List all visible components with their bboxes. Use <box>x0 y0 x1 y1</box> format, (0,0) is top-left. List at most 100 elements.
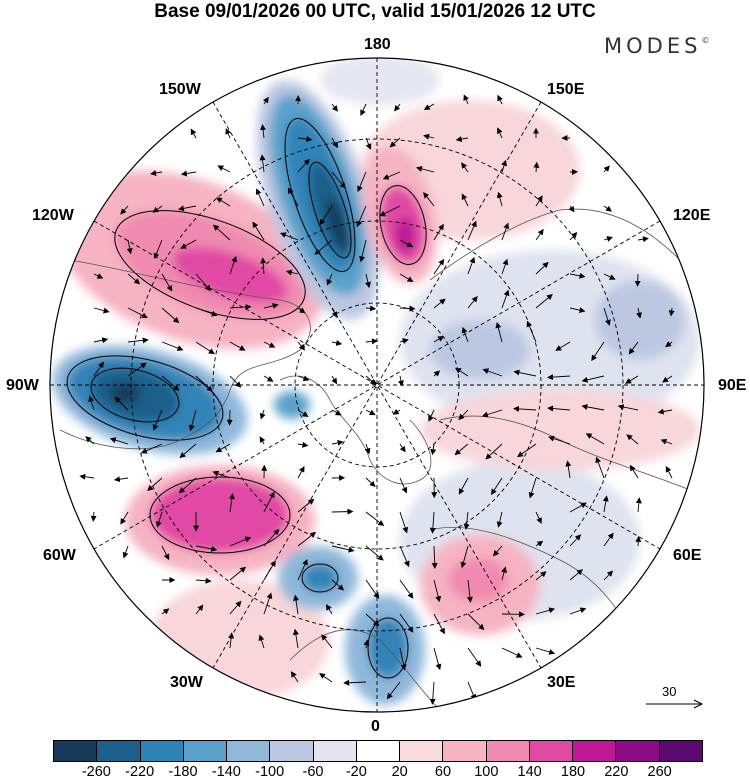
colorbar-swatch <box>313 741 357 761</box>
wind-vector <box>433 223 444 241</box>
wind-vector <box>603 307 611 326</box>
wind-vector <box>467 613 485 631</box>
wind-vector <box>229 536 252 547</box>
wind-vector <box>88 395 95 411</box>
wind-vector <box>297 531 317 547</box>
colorbar-tick-label: 20 <box>391 764 408 780</box>
wind-vector <box>517 443 537 458</box>
wind-vector <box>423 192 435 207</box>
wind-vector <box>461 162 469 173</box>
wind-vector <box>535 607 556 615</box>
wind-vector <box>399 647 407 671</box>
wind-vector <box>423 103 435 111</box>
wind-vector <box>263 560 276 581</box>
wind-vector <box>569 272 586 279</box>
wind-vector <box>152 205 163 213</box>
wind-vector <box>365 273 371 289</box>
colorbar-swatch <box>356 741 401 761</box>
wind-vector <box>297 307 306 314</box>
wind-vector <box>263 302 279 309</box>
wind-vector <box>161 545 170 561</box>
wind-vector <box>433 579 442 603</box>
wind-vector <box>331 307 338 318</box>
wind-vector <box>319 205 333 226</box>
wind-vector <box>660 438 673 445</box>
wind-vector <box>635 497 642 513</box>
wind-vector <box>497 94 503 105</box>
wind-vector <box>461 326 469 343</box>
wind-vector <box>120 511 129 525</box>
wind-vector <box>288 187 299 207</box>
wind-vector <box>399 477 408 494</box>
wind-vector <box>466 579 473 603</box>
wind-vector <box>569 307 586 314</box>
map-title: Base 09/01/2026 00 UTC, valid 15/01/2026… <box>154 1 596 22</box>
wind-vector <box>535 293 553 309</box>
colorbar-swatch <box>227 741 271 761</box>
wind-vector <box>321 634 333 649</box>
lon-label-60w: 60W <box>43 547 76 564</box>
colorbar-swatch <box>486 741 530 761</box>
wind-vector <box>140 443 163 454</box>
wind-vector <box>195 604 204 615</box>
wind-vector <box>126 239 133 255</box>
wind-vector <box>535 195 543 207</box>
wind-vector <box>93 273 104 279</box>
wind-vector <box>263 592 273 615</box>
lon-label-0: 0 <box>371 718 380 735</box>
wind-vector <box>555 341 571 351</box>
wind-vector <box>548 435 571 445</box>
wind-vector <box>188 409 197 432</box>
wind-vector <box>467 681 477 701</box>
wind-vector <box>229 304 252 311</box>
wind-vector <box>665 466 673 479</box>
wind-vector <box>463 94 469 105</box>
wind-vector <box>429 681 436 705</box>
colorbar <box>53 740 703 762</box>
wind-vector <box>467 220 477 241</box>
wind-vector <box>569 569 583 581</box>
wind-vector <box>360 103 367 117</box>
wind-vector <box>365 409 376 416</box>
wind-vector <box>628 341 639 355</box>
wind-vector <box>568 205 575 213</box>
colorbar-tick-label: -260 <box>81 764 111 780</box>
wind-vector <box>364 443 371 455</box>
wind-vector <box>155 511 163 528</box>
colorbar-tick-label: 180 <box>560 764 586 780</box>
wind-vector <box>365 305 377 312</box>
wind-vector <box>113 476 129 483</box>
wind-vector <box>359 239 367 263</box>
wind-vector <box>263 375 274 382</box>
wind-vector <box>428 409 435 422</box>
colorbar-tick-label: 140 <box>517 764 542 780</box>
wind-vector <box>635 535 642 547</box>
lon-label-120e: 120E <box>673 207 711 224</box>
wind-vector <box>195 545 218 552</box>
wind-vector <box>533 161 540 173</box>
colorbar-tick-label: -20 <box>345 764 367 780</box>
lon-label-30e: 30E <box>547 674 576 691</box>
wind-vector <box>496 191 503 207</box>
wind-vector <box>528 477 537 499</box>
wind-vector <box>331 137 339 149</box>
wind-vector <box>399 511 409 534</box>
wind-vector <box>228 632 235 649</box>
wind-vector <box>127 337 149 344</box>
wind-vector <box>634 273 641 287</box>
wind-vector <box>297 498 315 513</box>
wind-vector <box>433 298 446 309</box>
wind-vector <box>229 255 238 275</box>
wind-vector <box>657 408 673 415</box>
wind-vector <box>416 166 435 173</box>
wind-vector <box>365 545 384 561</box>
wind-vector <box>496 127 503 139</box>
wind-vector <box>394 103 401 112</box>
wind-vector <box>263 341 276 348</box>
wind-vector <box>79 473 95 480</box>
wind-vector <box>195 577 212 584</box>
wind-vector <box>195 375 213 392</box>
wind-vector <box>668 307 675 317</box>
wind-vector <box>433 258 445 275</box>
wind-vector <box>603 165 610 173</box>
